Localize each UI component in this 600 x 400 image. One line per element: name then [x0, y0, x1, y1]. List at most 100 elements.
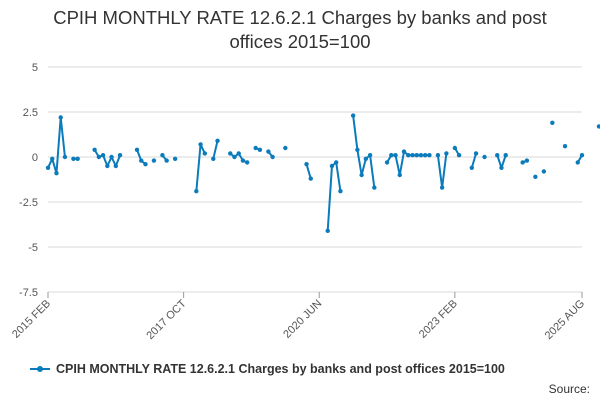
data-point[interactable] — [596, 124, 600, 129]
data-point[interactable] — [75, 156, 80, 161]
data-point[interactable] — [71, 156, 76, 161]
data-point[interactable] — [397, 172, 402, 178]
data-point[interactable] — [350, 113, 356, 118]
data-point[interactable] — [62, 154, 68, 160]
data-point[interactable] — [270, 154, 275, 160]
data-point[interactable] — [329, 163, 335, 169]
data-point[interactable] — [151, 158, 157, 163]
data-point[interactable] — [418, 153, 424, 158]
data-point[interactable] — [308, 176, 313, 181]
data-point[interactable] — [338, 189, 343, 194]
data-point[interactable] — [499, 165, 504, 170]
data-point[interactable] — [253, 145, 258, 151]
data-point[interactable] — [202, 151, 208, 156]
series-line — [436, 153, 448, 189]
x-tick-label: 2025 AUG — [543, 298, 587, 342]
data-point[interactable] — [198, 142, 203, 147]
data-point[interactable] — [562, 144, 568, 149]
data-point[interactable] — [469, 165, 475, 170]
y-tick-label: -7.5 — [19, 287, 38, 299]
data-point[interactable] — [355, 147, 360, 152]
data-point[interactable] — [172, 156, 178, 161]
y-tick-label: 0 — [32, 152, 38, 164]
series-line — [352, 115, 376, 188]
series-line — [47, 116, 66, 175]
data-point[interactable] — [257, 147, 263, 152]
data-point[interactable] — [45, 165, 51, 170]
data-point[interactable] — [211, 156, 216, 161]
data-point[interactable] — [109, 154, 114, 160]
data-point[interactable] — [524, 158, 530, 163]
data-point[interactable] — [325, 228, 330, 233]
series-line — [326, 161, 342, 231]
data-point[interactable] — [244, 160, 250, 165]
data-point[interactable] — [228, 151, 233, 156]
data-point[interactable] — [533, 174, 538, 179]
data-point[interactable] — [96, 154, 102, 160]
data-point[interactable] — [54, 171, 59, 176]
data-point[interactable] — [482, 154, 487, 160]
data-point[interactable] — [384, 160, 390, 165]
data-point[interactable] — [414, 153, 419, 158]
legend-label: CPIH MONTHLY RATE 12.6.2.1 Charges by ba… — [56, 362, 505, 376]
data-point[interactable] — [164, 158, 169, 163]
chart-title: CPIH MONTHLY RATE 12.6.2.1 Charges by ba… — [0, 6, 600, 54]
data-point[interactable] — [236, 151, 241, 156]
data-point[interactable] — [363, 156, 369, 161]
data-point[interactable] — [541, 169, 547, 174]
data-point[interactable] — [406, 153, 411, 158]
data-point[interactable] — [232, 154, 237, 160]
data-point[interactable] — [113, 163, 119, 169]
data-point[interactable] — [389, 153, 394, 158]
data-point[interactable] — [50, 156, 55, 161]
data-point[interactable] — [439, 185, 445, 190]
plot-area — [45, 113, 600, 233]
data-point[interactable] — [503, 153, 508, 158]
data-point[interactable] — [194, 189, 199, 194]
data-point[interactable] — [304, 162, 309, 167]
data-point[interactable] — [410, 153, 415, 158]
data-point[interactable] — [422, 153, 428, 158]
data-point[interactable] — [579, 153, 585, 158]
data-point[interactable] — [100, 153, 106, 158]
legend[interactable]: CPIH MONTHLY RATE 12.6.2.1 Charges by ba… — [30, 362, 505, 376]
x-tick-label: 2023 FEB — [417, 298, 460, 341]
data-point[interactable] — [240, 158, 246, 163]
data-point[interactable] — [105, 163, 110, 169]
data-point[interactable] — [495, 153, 500, 158]
data-point[interactable] — [575, 160, 580, 165]
series-line — [195, 143, 206, 192]
data-point[interactable] — [435, 153, 441, 158]
data-point[interactable] — [333, 160, 339, 165]
data-point[interactable] — [92, 147, 97, 152]
y-tick-label: 2.5 — [23, 107, 38, 119]
x-tick-label: 2020 JUN — [281, 298, 324, 341]
data-point[interactable] — [473, 151, 479, 156]
data-point[interactable] — [520, 160, 525, 165]
data-point[interactable] — [367, 153, 373, 158]
data-point[interactable] — [143, 162, 148, 167]
data-point[interactable] — [283, 145, 288, 151]
data-point[interactable] — [359, 172, 364, 178]
legend-line-marker-icon — [30, 363, 50, 375]
series-line — [212, 140, 219, 160]
data-point[interactable] — [139, 158, 144, 163]
x-tick-label: 2017 OCT — [144, 297, 189, 342]
series-line — [470, 153, 478, 169]
data-point[interactable] — [58, 115, 63, 120]
data-point[interactable] — [456, 153, 462, 158]
chart-title-line-1: CPIH MONTHLY RATE 12.6.2.1 Charges by ba… — [53, 7, 547, 28]
data-point[interactable] — [134, 147, 140, 152]
data-point[interactable] — [393, 153, 398, 158]
data-point[interactable] — [401, 149, 407, 154]
data-point[interactable] — [266, 149, 271, 154]
data-point[interactable] — [444, 151, 449, 156]
data-point[interactable] — [427, 153, 432, 158]
data-point[interactable] — [452, 145, 458, 151]
data-point[interactable] — [160, 153, 165, 158]
data-point[interactable] — [215, 138, 220, 143]
data-point[interactable] — [550, 120, 555, 126]
data-point[interactable] — [117, 153, 123, 158]
data-point[interactable] — [372, 185, 377, 190]
